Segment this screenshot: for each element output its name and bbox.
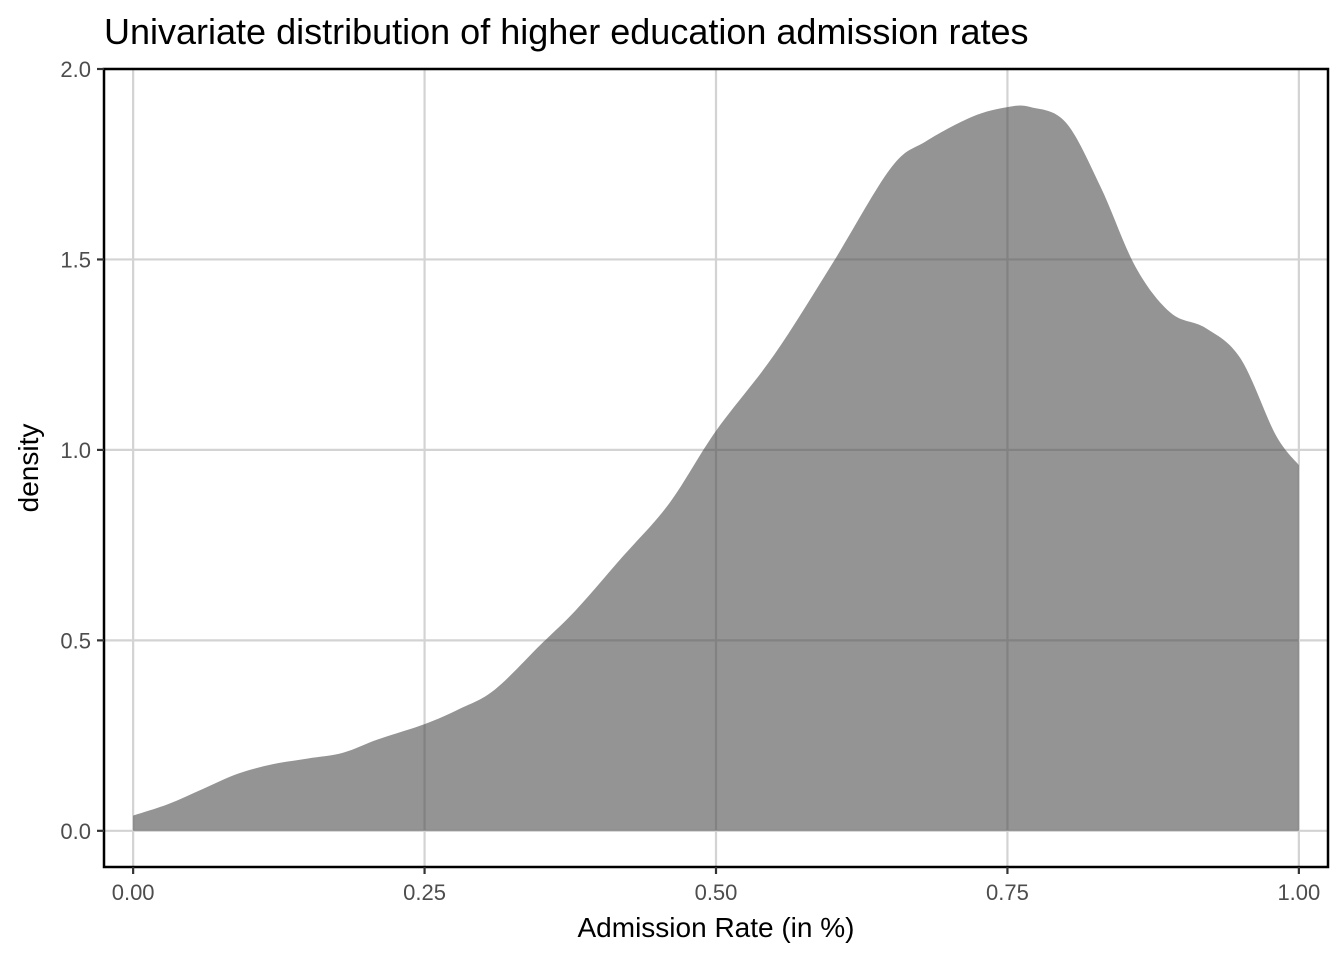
axes: 0.00 0.25 0.50 0.75 1.00 0.0 0.5 1.0 1.5 2.0 [60, 57, 1330, 905]
y-tick-label-4: 2.0 [60, 57, 91, 82]
density-area [133, 105, 1299, 831]
y-tick-label-0: 0.0 [60, 819, 91, 844]
density-area-layer [133, 105, 1299, 831]
x-tick-label-0: 0.00 [112, 880, 155, 905]
x-tick-label-4: 1.00 [1277, 880, 1320, 905]
y-axis-title: density [13, 424, 44, 513]
x-tick-label-3: 0.75 [986, 880, 1029, 905]
y-tick-label-1: 0.5 [60, 628, 91, 653]
y-tick-label-2: 1.0 [60, 438, 91, 463]
y-tick-label-3: 1.5 [60, 247, 91, 272]
x-axis-title: Admission Rate (in %) [578, 912, 855, 943]
x-tick-label-1: 0.25 [403, 880, 446, 905]
chart-title: Univariate distribution of higher educat… [104, 11, 1029, 52]
x-tick-label-2: 0.50 [695, 880, 738, 905]
